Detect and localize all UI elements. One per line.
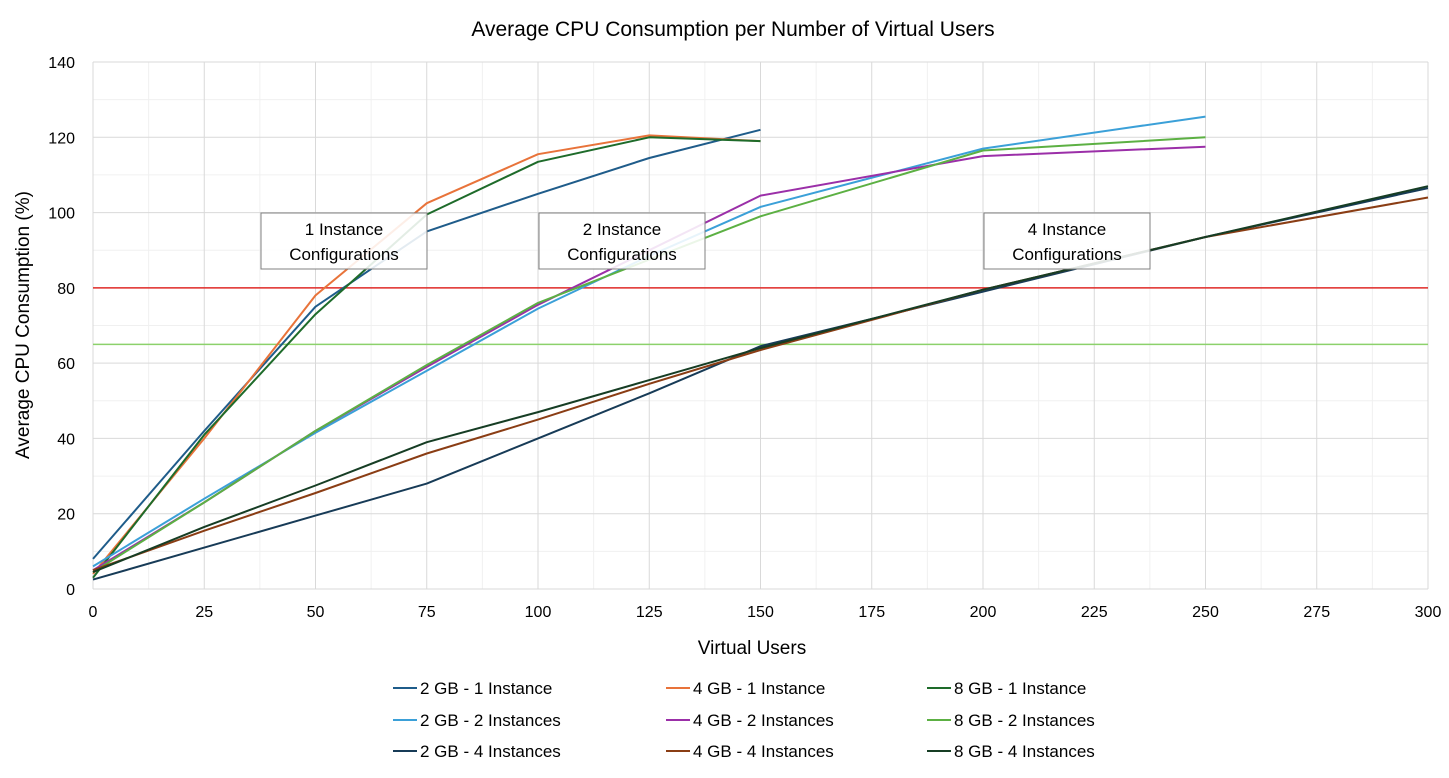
- x-tick-label: 250: [1192, 604, 1219, 621]
- x-tick-label: 25: [195, 604, 213, 621]
- legend-label: 4 GB - 1 Instance: [693, 679, 825, 698]
- reference-lines: [93, 287, 1428, 346]
- y-tick-label: 100: [48, 206, 75, 223]
- annotation-text: Configurations: [1012, 245, 1122, 264]
- series-line: [92, 134, 761, 575]
- x-tick-label: 100: [525, 604, 552, 621]
- annotation-text: Configurations: [567, 245, 677, 264]
- x-axis-title: Virtual Users: [698, 638, 806, 659]
- annotation-text: 1 Instance: [305, 220, 383, 239]
- legend-label: 8 GB - 2 Instances: [954, 711, 1095, 730]
- axis-ticks: 0 25 50 75 100 125 150 175 200 225 250 275 300 0 20 40 6…: [48, 55, 1441, 621]
- legend-label: 2 GB - 4 Instances: [420, 742, 561, 761]
- legend-item: 2 GB - 2 Instances: [393, 711, 561, 730]
- legend: 2 GB - 1 Instance 4 GB - 1 Instance 8 GB -…: [393, 679, 1095, 761]
- annotation-box: 1 Instance Configurations: [260, 212, 428, 270]
- legend-item: 4 GB - 4 Instances: [666, 742, 834, 761]
- legend-item: 8 GB - 2 Instances: [927, 711, 1095, 730]
- annotation-frame: [538, 212, 706, 270]
- annotation-frame: [260, 212, 428, 270]
- legend-label: 4 GB - 2 Instances: [693, 711, 834, 730]
- annotation-box: 2 Instance Configurations: [538, 212, 706, 270]
- series-line: [92, 115, 1206, 568]
- legend-item: 2 GB - 1 Instance: [393, 679, 552, 698]
- annotation-text: 4 Instance: [1028, 220, 1106, 239]
- y-axis-title: Average CPU Consumption (%): [13, 191, 34, 459]
- x-tick-label: 200: [970, 604, 997, 621]
- y-tick-label: 80: [57, 281, 75, 298]
- x-tick-label: 150: [747, 604, 774, 621]
- annotation-text: Configurations: [289, 245, 399, 264]
- y-tick-label: 140: [48, 55, 75, 72]
- x-tick-label: 75: [418, 604, 436, 621]
- annotations: 1 Instance Configurations 2 Instance Config…: [260, 212, 1151, 270]
- legend-label: 4 GB - 4 Instances: [693, 742, 834, 761]
- x-tick-label: 275: [1303, 604, 1330, 621]
- x-tick-label: 50: [307, 604, 325, 621]
- legend-item: 4 GB - 2 Instances: [666, 711, 834, 730]
- legend-label: 8 GB - 4 Instances: [954, 742, 1095, 761]
- series-line: [92, 136, 1206, 573]
- chart-title: Average CPU Consumption per Number of Vi…: [471, 18, 994, 41]
- annotation-frame: [983, 212, 1151, 270]
- y-tick-label: 0: [66, 582, 75, 599]
- legend-item: 8 GB - 1 Instance: [927, 679, 1086, 698]
- series-lines: [92, 115, 1429, 581]
- x-tick-label: 0: [89, 604, 98, 621]
- legend-label: 2 GB - 1 Instance: [420, 679, 552, 698]
- legend-item: 8 GB - 4 Instances: [927, 742, 1095, 761]
- y-tick-label: 120: [48, 130, 75, 147]
- legend-item: 4 GB - 1 Instance: [666, 679, 825, 698]
- legend-label: 2 GB - 2 Instances: [420, 711, 561, 730]
- x-tick-label: 225: [1081, 604, 1108, 621]
- annotation-text: 2 Instance: [583, 220, 661, 239]
- x-tick-label: 125: [636, 604, 663, 621]
- legend-label: 8 GB - 1 Instance: [954, 679, 1086, 698]
- annotation-box: 4 Instance Configurations: [983, 212, 1151, 270]
- legend-item: 2 GB - 4 Instances: [393, 742, 561, 761]
- grid: [92, 61, 1429, 590]
- y-tick-label: 20: [57, 507, 75, 524]
- x-tick-label: 175: [858, 604, 885, 621]
- y-tick-label: 60: [57, 356, 75, 373]
- y-tick-label: 40: [57, 431, 75, 448]
- x-tick-label: 300: [1415, 604, 1442, 621]
